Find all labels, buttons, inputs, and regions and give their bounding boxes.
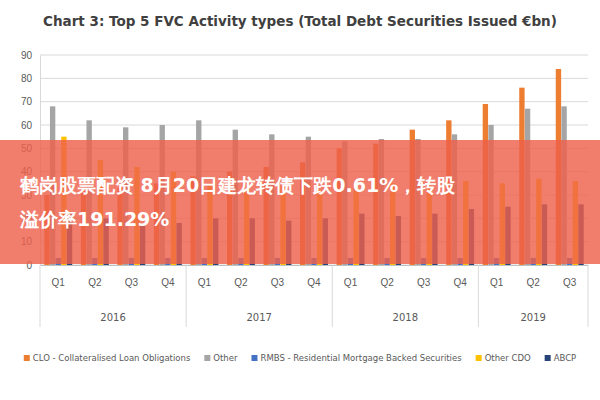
- x-tick-label: Q2: [527, 277, 541, 288]
- y-tick: 90: [21, 50, 40, 61]
- group-separator: [588, 265, 589, 327]
- legend-label: Other: [213, 353, 238, 363]
- legend-label: Other CDO: [485, 353, 531, 363]
- banner-text: 溢价率191.29%: [19, 208, 169, 230]
- x-tick-label: Q1: [52, 277, 66, 288]
- x-tick-label: Q3: [271, 277, 285, 288]
- legend-swatch: [476, 355, 482, 361]
- x-axis: Q1 Q2 Q3 Q4 Q1 Q2 Q3 Q4 Q1 Q2 Q3 Q4 Q1 Q2 Q3: [41, 265, 589, 288]
- x-tick: Q1: [490, 265, 504, 288]
- group-separator: [478, 265, 479, 327]
- x-tick: Q4: [307, 265, 321, 288]
- legend-item: ABCP: [545, 353, 577, 363]
- category-groups: 2016 2017 2018 2019: [40, 265, 588, 327]
- group-label: 2019: [520, 312, 545, 323]
- x-tick: Q4: [453, 265, 467, 288]
- x-tick: Q2: [88, 265, 102, 288]
- x-tick-label: Q1: [344, 277, 358, 288]
- chart: Chart 3: Top 5 FVC Activity types (Total…: [0, 0, 600, 400]
- legend-swatch: [545, 355, 551, 361]
- group-separator: [186, 265, 187, 327]
- banner: 鹤岗股票配资 8月20日建龙转债下跌0.61%，转股溢价率191.29%: [0, 140, 600, 264]
- grid-line: [40, 55, 588, 56]
- y-tick-label: 70: [21, 96, 33, 107]
- y-tick: 80: [21, 73, 40, 84]
- y-tick: 70: [21, 96, 40, 107]
- x-tick: Q1: [344, 265, 358, 288]
- x-tick-label: Q3: [125, 277, 139, 288]
- group-label: 2017: [246, 312, 271, 323]
- x-tick-label: Q2: [234, 277, 248, 288]
- x-tick: Q3: [417, 265, 431, 288]
- legend-label: CLO - Collateralised Loan Obligations: [33, 353, 191, 363]
- grid-line: [40, 125, 588, 126]
- legend-item: CLO - Collateralised Loan Obligations: [24, 353, 191, 363]
- group-separator: [40, 265, 41, 327]
- x-tick: Q3: [271, 265, 285, 288]
- x-tick: Q2: [527, 265, 541, 288]
- x-axis-line: [41, 265, 589, 266]
- x-tick: Q1: [198, 265, 212, 288]
- x-tick-label: Q1: [490, 277, 504, 288]
- banner-background: [0, 140, 600, 264]
- legend-label: RMBS - Residential Mortgage Backed Secur…: [260, 353, 462, 363]
- x-tick-label: Q1: [198, 277, 212, 288]
- title: Chart 3: Top 5 FVC Activity types (Total…: [43, 13, 557, 29]
- y-tick-label: 90: [21, 50, 33, 61]
- y-tick: 60: [21, 120, 40, 131]
- group-label: 2018: [393, 312, 418, 323]
- group-separator: [332, 265, 333, 327]
- x-tick-label: Q4: [453, 277, 467, 288]
- x-tick-label: Q3: [563, 277, 577, 288]
- legend-item: Other: [204, 353, 238, 363]
- x-tick-label: Q4: [161, 277, 175, 288]
- group-label: 2016: [100, 312, 125, 323]
- x-tick: Q2: [380, 265, 394, 288]
- grid-line: [40, 78, 588, 79]
- x-tick-label: Q2: [380, 277, 394, 288]
- x-tick: Q3: [563, 265, 577, 288]
- legend-item: Other CDO: [476, 353, 531, 363]
- x-tick-label: Q3: [417, 277, 431, 288]
- y-tick-label: 80: [21, 73, 33, 84]
- legend: CLO - Collateralised Loan Obligations Oth…: [24, 353, 576, 363]
- x-tick: Q4: [161, 265, 175, 288]
- banner-text: 鹤岗股票配资 8月20日建龙转债下跌0.61%，转股: [19, 174, 456, 196]
- grid-line: [40, 101, 588, 102]
- y-tick-label: 60: [21, 120, 33, 131]
- x-tick: Q2: [234, 265, 248, 288]
- x-tick: Q1: [52, 265, 66, 288]
- legend-swatch: [24, 355, 30, 361]
- x-tick-label: Q2: [88, 277, 102, 288]
- legend-swatch: [251, 355, 257, 361]
- legend-swatch: [204, 355, 210, 361]
- x-tick-label: Q4: [307, 277, 321, 288]
- x-tick: Q3: [125, 265, 139, 288]
- legend-label: ABCP: [554, 353, 577, 363]
- legend-item: RMBS - Residential Mortgage Backed Secur…: [251, 353, 462, 363]
